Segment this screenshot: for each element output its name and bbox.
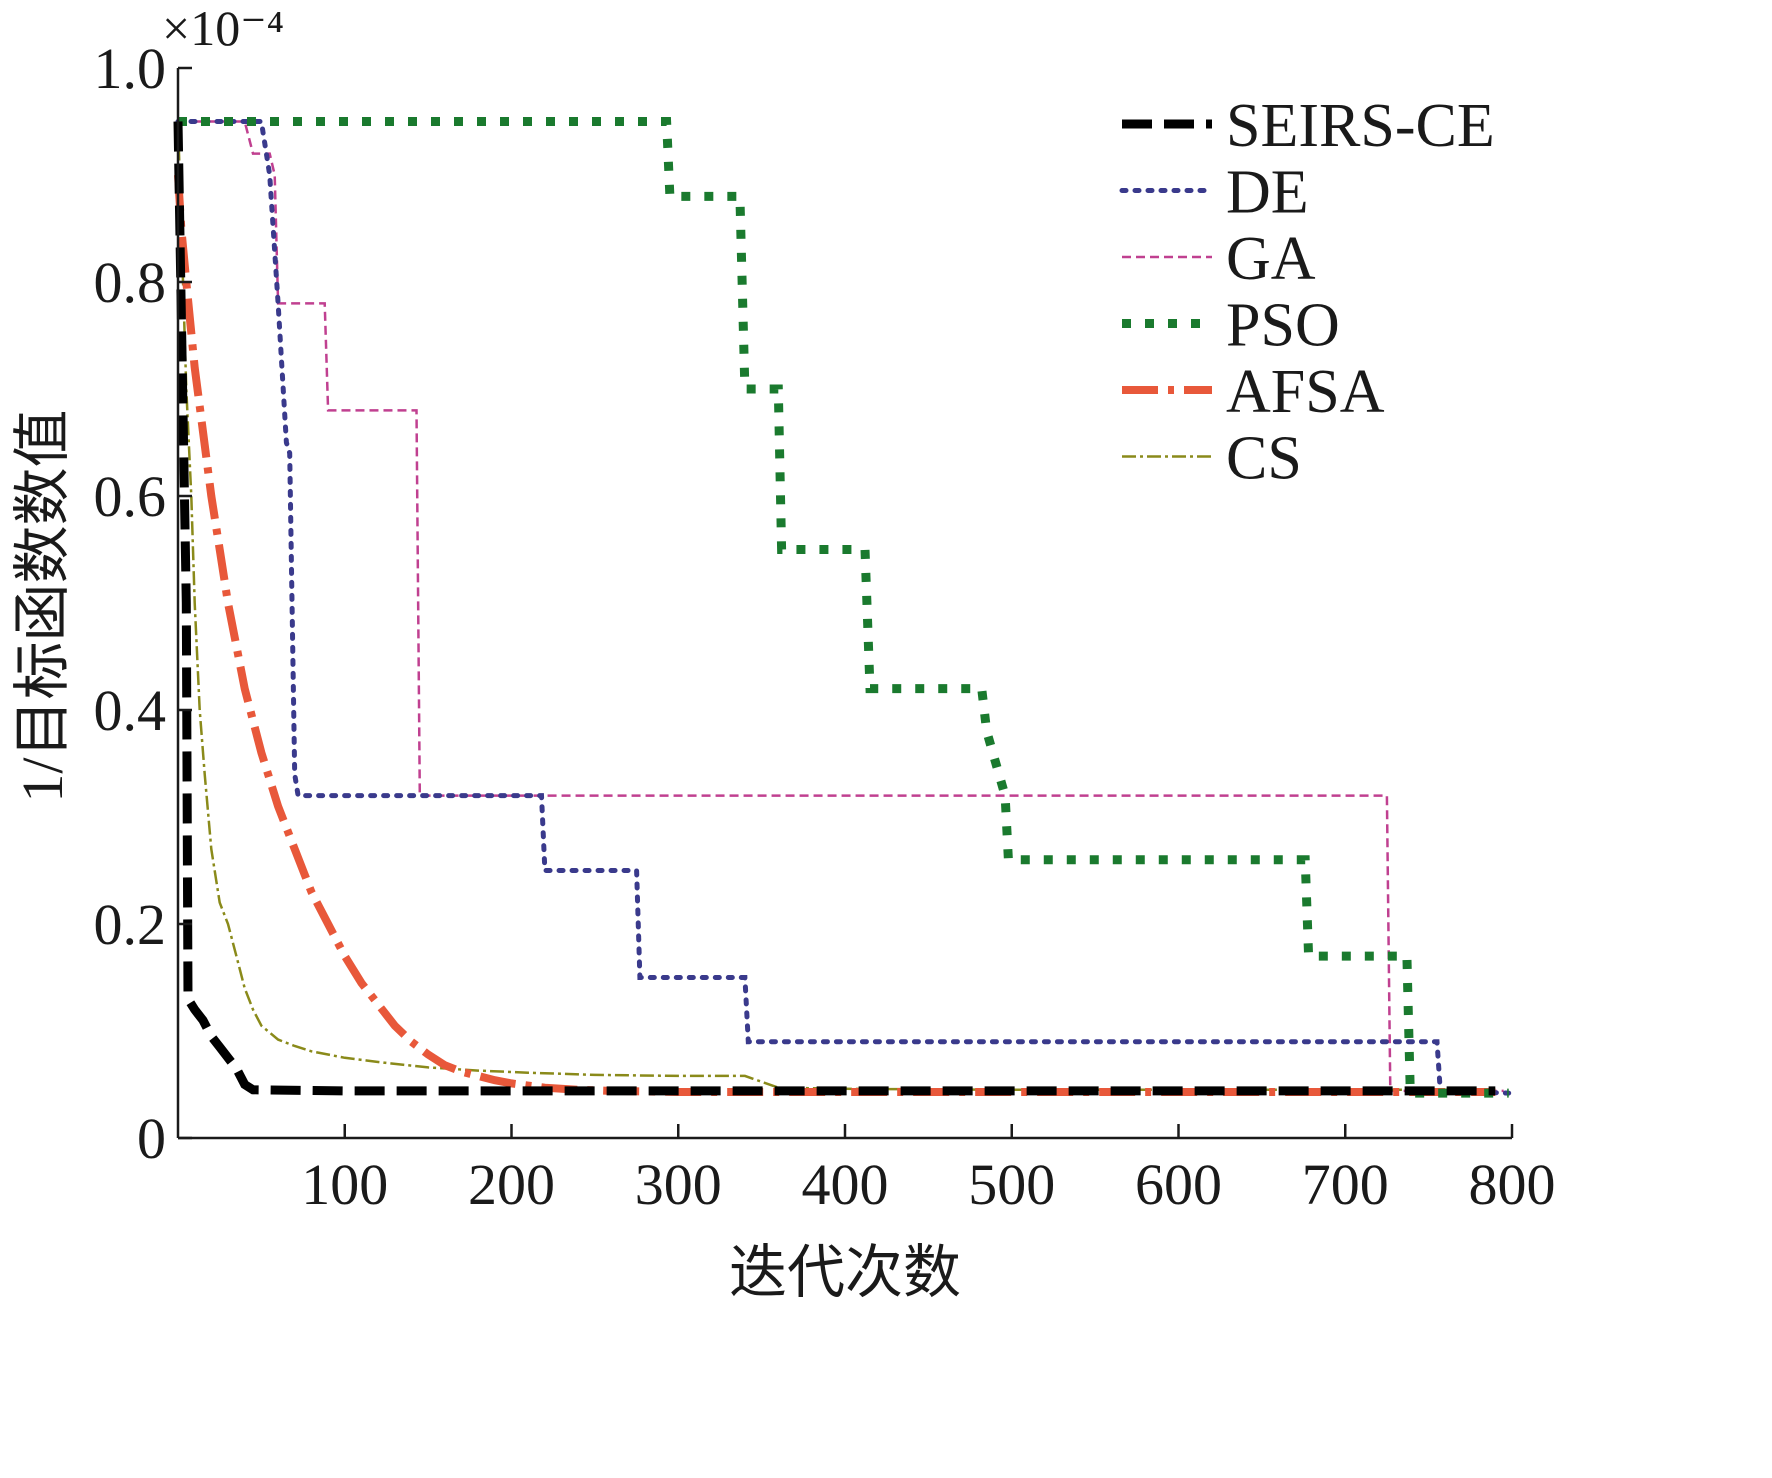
legend-label-cs: CS (1226, 425, 1302, 493)
x-tick-label: 100 (301, 1152, 388, 1217)
y-tick-label: 0.6 (94, 464, 167, 529)
y-axis-label: 1/目标函数数值 (10, 409, 75, 802)
legend-label-afsa: AFSA (1226, 358, 1385, 426)
legend-label-pso: PSO (1226, 292, 1340, 360)
y-ticks: 0 0.2 0.4 0.6 0.8 1.0 (94, 36, 192, 1171)
convergence-chart: 100 200 300 400 500 600 700 800 0 0.2 0.4 0.6 0.8 1.… (10, 0, 1556, 1305)
series-line-de (175, 119, 1512, 1096)
x-tick-label: 400 (802, 1152, 889, 1217)
series-line-pso (178, 117, 1509, 1098)
x-axis-label: 迭代次数 (729, 1240, 961, 1305)
y-tick-label: 0.8 (94, 250, 167, 315)
x-tick-label: 600 (1135, 1152, 1222, 1217)
y-tick-label: 0.4 (94, 678, 167, 743)
x-tick-label: 300 (635, 1152, 722, 1217)
legend-label-de: DE (1226, 159, 1309, 227)
y-tick-label: 0.2 (94, 892, 167, 957)
legend-label-seirs-ce: SEIRS-CE (1226, 92, 1495, 160)
plot-area (173, 117, 1512, 1098)
x-tick-label: 200 (468, 1152, 555, 1217)
series-layer (173, 117, 1512, 1098)
x-tick-label: 800 (1469, 1152, 1556, 1217)
series-line-seirs-ce (173, 121, 1496, 1096)
series-line-ga (178, 120, 1504, 1093)
series-line-cs (176, 121, 1496, 1092)
axes: 100 200 300 400 500 600 700 800 0 0.2 0.4 0.6 0.8 1.… (94, 36, 1556, 1217)
x-tick-label: 700 (1302, 1152, 1389, 1217)
y-axis-exponent-label: ×10⁻⁴ (162, 0, 284, 56)
y-tick-label: 1.0 (94, 36, 167, 101)
x-tick-label: 500 (968, 1152, 1055, 1217)
legend-label-ga: GA (1226, 225, 1316, 293)
x-ticks: 100 200 300 400 500 600 700 800 (301, 1124, 1556, 1217)
y-tick-label: 0 (137, 1106, 166, 1171)
